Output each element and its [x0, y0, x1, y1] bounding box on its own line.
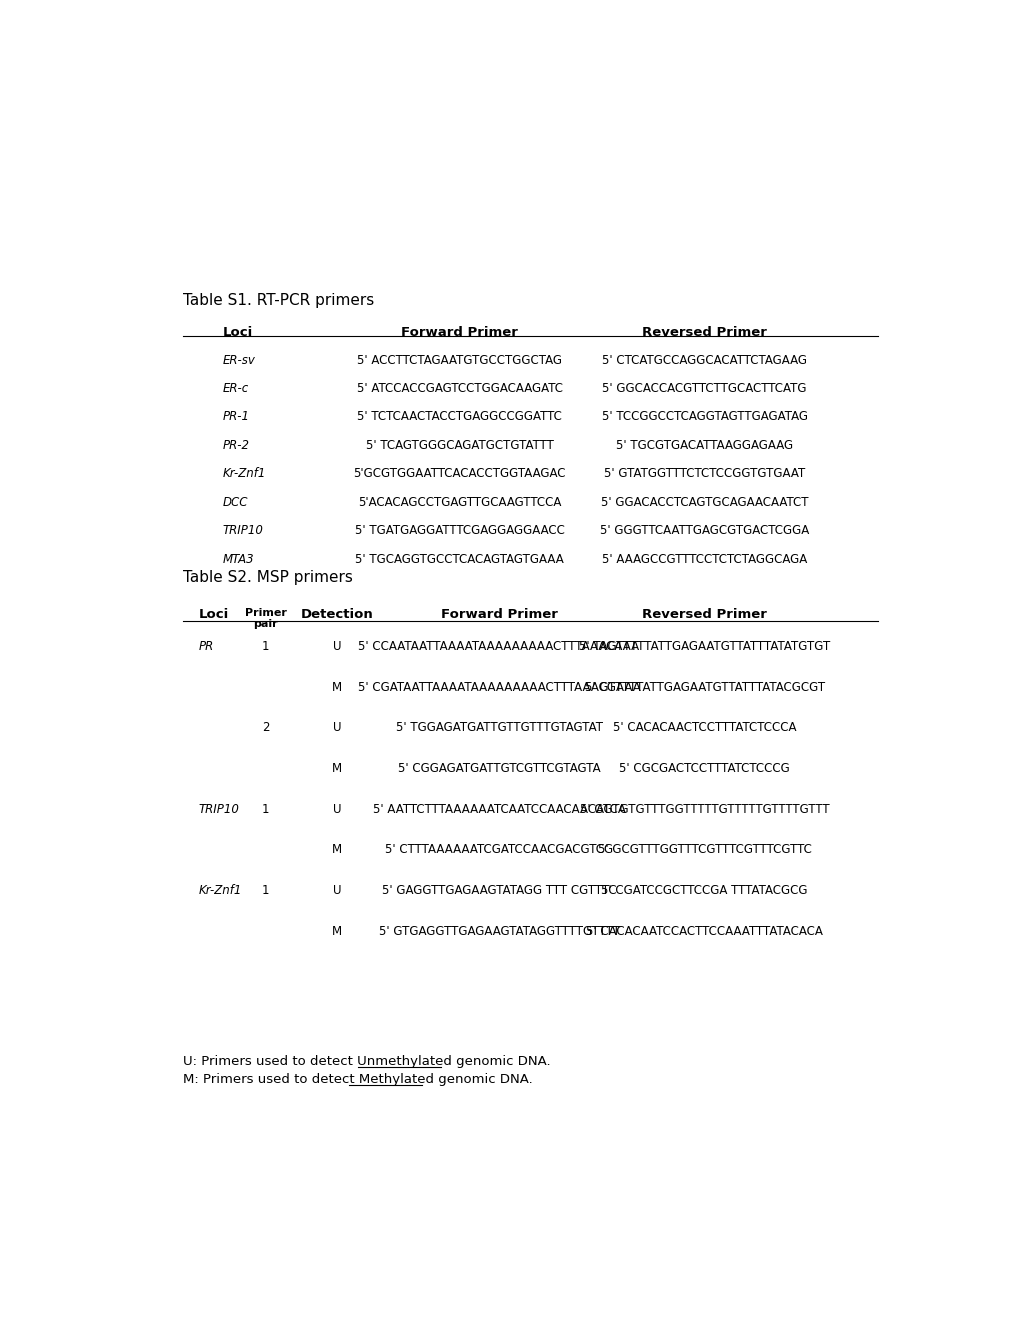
Text: M: Primers used to detect Methylated genomic DNA.: M: Primers used to detect Methylated gen… — [182, 1073, 532, 1086]
Text: 5' TCAGTGGGCAGATGCTGTATTT: 5' TCAGTGGGCAGATGCTGTATTT — [365, 440, 553, 451]
Text: Table S2. MSP primers: Table S2. MSP primers — [182, 570, 353, 585]
Text: Loci: Loci — [199, 607, 228, 620]
Text: 5' CTCATGCCAGGCACATTCTAGAAG: 5' CTCATGCCAGGCACATTCTAGAAG — [601, 354, 806, 367]
Text: M: M — [331, 925, 341, 937]
Text: Loci: Loci — [222, 326, 253, 339]
Text: 5' CCAATAATTAAAATAAAAAAAAACTTTAAACAAA: 5' CCAATAATTAAAATAAAAAAAAACTTTAAACAAA — [358, 640, 639, 653]
Text: Kr-Znf1: Kr-Znf1 — [199, 884, 242, 898]
Text: DCC: DCC — [222, 496, 248, 508]
Text: 5' CACACAACTCCTTTATCTCCCA: 5' CACACAACTCCTTTATCTCCCA — [612, 722, 796, 734]
Text: 2: 2 — [262, 722, 269, 734]
Text: 5' GTATGGTTTCTCTCCGGTGTGAAT: 5' GTATGGTTTCTCTCCGGTGTGAAT — [603, 467, 804, 480]
Text: Reversed Primer: Reversed Primer — [642, 607, 766, 620]
Text: M: M — [331, 762, 341, 775]
Text: Detection: Detection — [301, 607, 373, 620]
Text: 5' CGGAGATGATTGTCGTTCGTAGTA: 5' CGGAGATGATTGTCGTTCGTAGTA — [397, 762, 600, 775]
Text: U: U — [332, 640, 341, 653]
Text: U: U — [332, 884, 341, 898]
Text: 5' CGATAATTAAAATAAAAAAAAACTTTAAACGAAA: 5' CGATAATTAAAATAAAAAAAAACTTTAAACGAAA — [358, 681, 640, 694]
Text: M: M — [331, 681, 341, 694]
Text: Primer
pair: Primer pair — [245, 607, 286, 630]
Text: 5' AATTCTTTAAAAAATCAATCCAACAACATCA: 5' AATTCTTTAAAAAATCAATCCAACAACATCA — [372, 803, 625, 816]
Text: 5' TGGAGATGATTGTTGTTTGTAGTAT: 5' TGGAGATGATTGTTGTTTGTAGTAT — [395, 722, 602, 734]
Text: 5' AAAGCCGTTTCCTCTCTAGGCAGA: 5' AAAGCCGTTTCCTCTCTAGGCAGA — [601, 553, 806, 566]
Text: U: Primers used to detect Unmethylated genomic DNA.: U: Primers used to detect Unmethylated g… — [182, 1055, 550, 1068]
Text: 5' GAGGTTGAGAAGTATAGG TTT CGTTTC: 5' GAGGTTGAGAAGTATAGG TTT CGTTTC — [381, 884, 615, 898]
Text: TRIP10: TRIP10 — [199, 803, 239, 816]
Text: 5' CACACAATCCACTTCCAAATTTATACACA: 5' CACACAATCCACTTCCAAATTTATACACA — [586, 925, 822, 937]
Text: 5' GGACACCTCAGTGCAGAACAATCT: 5' GGACACCTCAGTGCAGAACAATCT — [600, 496, 807, 508]
Text: 5' GTTTTTATTGAGAATGTTATTTATACGCGT: 5' GTTTTTATTGAGAATGTTATTTATACGCGT — [584, 681, 823, 694]
Text: ER-c: ER-c — [222, 381, 249, 395]
Text: 5' GTGAGGTTGAGAAGTATAGGTTTTGTTTT: 5' GTGAGGTTGAGAAGTATAGGTTTTGTTTT — [378, 925, 619, 937]
Text: PR-1: PR-1 — [222, 411, 249, 424]
Text: 5' GCGTTTGGTTTCGTTTCGTTTCGTTC: 5' GCGTTTGGTTTCGTTTCGTTTCGTTC — [597, 843, 811, 857]
Text: 5' CGCGACTCCTTTATCTCCCG: 5' CGCGACTCCTTTATCTCCCG — [619, 762, 789, 775]
Text: 5'GCGTGGAATTCACACCTGGTAAGAC: 5'GCGTGGAATTCACACCTGGTAAGAC — [353, 467, 566, 480]
Text: 1: 1 — [262, 884, 269, 898]
Text: 5' GGGTTCAATTGAGCGTGACTCGGA: 5' GGGTTCAATTGAGCGTGACTCGGA — [599, 524, 808, 537]
Text: 5' TAGTTTTTATTGAGAATGTTATTTATATGTGT: 5' TAGTTTTTATTGAGAATGTTATTTATATGTGT — [579, 640, 829, 653]
Text: PR-2: PR-2 — [222, 440, 249, 451]
Text: 5' TCCGGCCTCAGGTAGTTGAGATAG: 5' TCCGGCCTCAGGTAGTTGAGATAG — [601, 411, 807, 424]
Text: 1: 1 — [262, 803, 269, 816]
Text: 5' TGCGTGACATTAAGGAGAAG: 5' TGCGTGACATTAAGGAGAAG — [615, 440, 793, 451]
Text: M: M — [331, 843, 341, 857]
Text: 5' ATCCACCGAGTCCTGGACAAGATC: 5' ATCCACCGAGTCCTGGACAAGATC — [357, 381, 561, 395]
Text: 5' TCTCAACTACCTGAGGCCGGATTC: 5' TCTCAACTACCTGAGGCCGGATTC — [357, 411, 561, 424]
Text: 5'ACACAGCCTGAGTTGCAAGTTCCA: 5'ACACAGCCTGAGTTGCAAGTTCCA — [358, 496, 560, 508]
Text: Table S1. RT-PCR primers: Table S1. RT-PCR primers — [182, 293, 374, 308]
Text: 5' TGATGAGGATTTCGAGGAGGAACC: 5' TGATGAGGATTTCGAGGAGGAACC — [355, 524, 564, 537]
Text: 5' GGCACCACGTTCTTGCACTTCATG: 5' GGCACCACGTTCTTGCACTTCATG — [602, 381, 806, 395]
Text: Reversed Primer: Reversed Primer — [642, 326, 766, 339]
Text: U: U — [332, 722, 341, 734]
Text: Forward Primer: Forward Primer — [400, 326, 518, 339]
Text: ER-sv: ER-sv — [222, 354, 255, 367]
Text: 5' GGTGTGTTTGGTTTTTGTTTTTGTTTTGTTT: 5' GGTGTGTTTGGTTTTTGTTTTTGTTTTGTTT — [579, 803, 828, 816]
Text: TRIP10: TRIP10 — [222, 524, 263, 537]
Text: Forward Primer: Forward Primer — [440, 607, 557, 620]
Text: PR: PR — [199, 640, 214, 653]
Text: Kr-Znf1: Kr-Znf1 — [222, 467, 266, 480]
Text: 5' CTTTAAAAAATCGATCCAACGACGTCG: 5' CTTTAAAAAATCGATCCAACGACGTCG — [384, 843, 612, 857]
Text: U: U — [332, 803, 341, 816]
Text: MTA3: MTA3 — [222, 553, 254, 566]
Text: 5' TGCAGGTGCCTCACAGTAGTGAAA: 5' TGCAGGTGCCTCACAGTAGTGAAA — [355, 553, 564, 566]
Text: 5' CGATCCGCTTCCGA TTTATACGCG: 5' CGATCCGCTTCCGA TTTATACGCG — [601, 884, 807, 898]
Text: 1: 1 — [262, 640, 269, 653]
Text: 5' ACCTTCTAGAATGTGCCTGGCTAG: 5' ACCTTCTAGAATGTGCCTGGCTAG — [357, 354, 561, 367]
